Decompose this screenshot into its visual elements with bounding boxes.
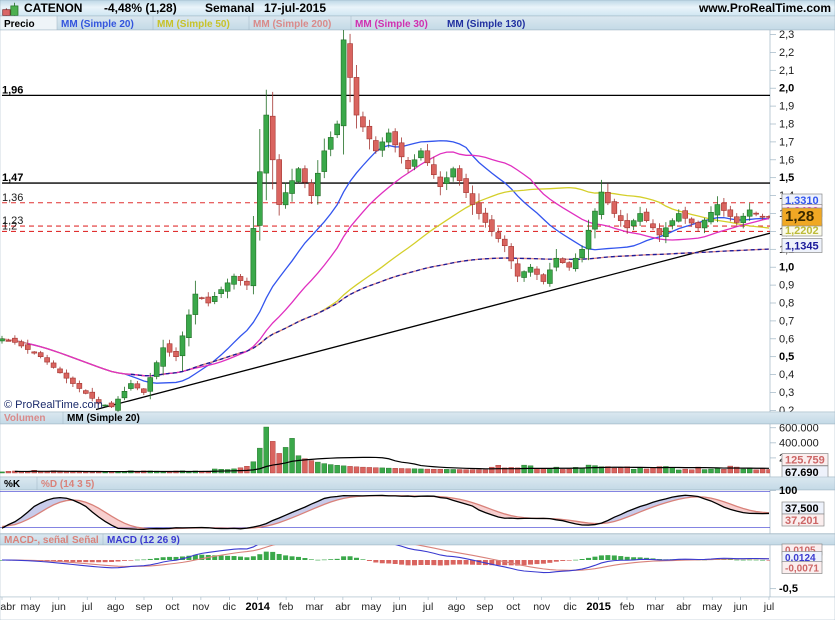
svg-text:nov: nov [192,601,210,613]
svg-text:MM (Simple 20): MM (Simple 20) [61,19,134,30]
svg-text:nov: nov [533,601,551,613]
svg-text:may: may [702,601,723,613]
svg-text:1,7: 1,7 [779,136,794,148]
svg-text:1,6: 1,6 [779,154,794,166]
svg-text:ago: ago [107,601,125,613]
svg-text:feb: feb [620,601,635,613]
svg-text:0,6: 0,6 [779,333,794,345]
svg-text:mar: mar [646,601,665,613]
svg-text:%D (14 3 5): %D (14 3 5) [41,479,94,490]
svg-text:2014: 2014 [245,601,270,613]
svg-text:Semanal: Semanal [205,1,254,15]
svg-text:oct: oct [506,601,520,613]
svg-text:Precio: Precio [4,19,35,30]
svg-text:sep: sep [476,601,493,613]
svg-text:2,2: 2,2 [779,47,794,59]
svg-text:1,28: 1,28 [785,208,814,225]
svg-text:jul: jul [81,601,93,613]
svg-text:600.000: 600.000 [779,422,819,434]
svg-text:1,8: 1,8 [779,119,794,131]
svg-text:abr: abr [676,601,692,613]
svg-text:17-jul-2015: 17-jul-2015 [264,1,326,15]
svg-text:-0,0071: -0,0071 [785,564,819,575]
svg-text:0,9: 0,9 [779,280,794,292]
svg-text:MM (Simple 200): MM (Simple 200) [253,19,331,30]
svg-text:1,2: 1,2 [2,220,17,232]
svg-text:37,500: 37,500 [785,503,819,515]
svg-text:ago: ago [448,601,466,613]
svg-text:2,1: 2,1 [779,65,794,77]
svg-text:400.000: 400.000 [779,437,819,449]
svg-text:mar: mar [305,601,324,613]
svg-text:1,9: 1,9 [779,101,794,113]
svg-text:may: may [20,601,41,613]
svg-text:0,8: 0,8 [779,298,794,310]
svg-text:MM (Simple 130): MM (Simple 130) [447,19,525,30]
svg-text:0,7: 0,7 [779,315,794,327]
svg-text:0,3: 0,3 [779,387,794,399]
svg-text:Volumen: Volumen [4,413,45,424]
svg-text:www.ProRealTime.com: www.ProRealTime.com [698,1,831,15]
svg-text:1,2202: 1,2202 [785,225,819,237]
svg-text:dic: dic [223,601,236,613]
svg-text:abr: abr [0,601,16,613]
svg-text:© ProRealTime.com: © ProRealTime.com [4,399,103,411]
svg-text:jun: jun [392,601,407,613]
svg-text:oct: oct [165,601,179,613]
svg-text:abr: abr [335,601,351,613]
svg-text:dic: dic [563,601,576,613]
svg-text:MACD-, señal: MACD-, señal [4,535,69,546]
svg-text:may: may [361,601,382,613]
svg-text:feb: feb [279,601,294,613]
svg-text:1,47: 1,47 [2,172,23,184]
svg-text:2,0: 2,0 [779,83,794,95]
svg-text:125.759: 125.759 [785,455,825,467]
svg-text:100: 100 [779,485,797,497]
svg-text:37,201: 37,201 [785,515,819,527]
svg-text:2015: 2015 [586,601,610,613]
svg-text:Señal: Señal [72,535,99,546]
svg-text:jul: jul [422,601,434,613]
svg-text:MM (Simple 30): MM (Simple 30) [355,19,428,30]
svg-text:0,4: 0,4 [779,369,794,381]
svg-text:1,5: 1,5 [779,172,794,184]
svg-text:2,3: 2,3 [779,29,794,41]
svg-text:1,0: 1,0 [779,262,794,274]
svg-text:1,96: 1,96 [2,84,23,96]
svg-text:%K: %K [4,479,21,490]
svg-text:sep: sep [136,601,153,613]
svg-text:CATENON: CATENON [24,1,82,15]
svg-text:0,5: 0,5 [779,351,794,363]
svg-text:MACD (12 26 9): MACD (12 26 9) [107,535,180,546]
svg-text:jun: jun [51,601,66,613]
svg-text:1,36: 1,36 [2,192,23,204]
svg-text:-0,5: -0,5 [779,583,798,595]
svg-text:-4,48% (1,28): -4,48% (1,28) [104,1,177,15]
svg-text:jun: jun [733,601,748,613]
svg-text:MM (Simple 50): MM (Simple 50) [157,19,230,30]
svg-text:1,1345: 1,1345 [785,241,819,253]
svg-text:MM (Simple 20): MM (Simple 20) [67,413,140,424]
svg-text:jul: jul [763,601,775,613]
